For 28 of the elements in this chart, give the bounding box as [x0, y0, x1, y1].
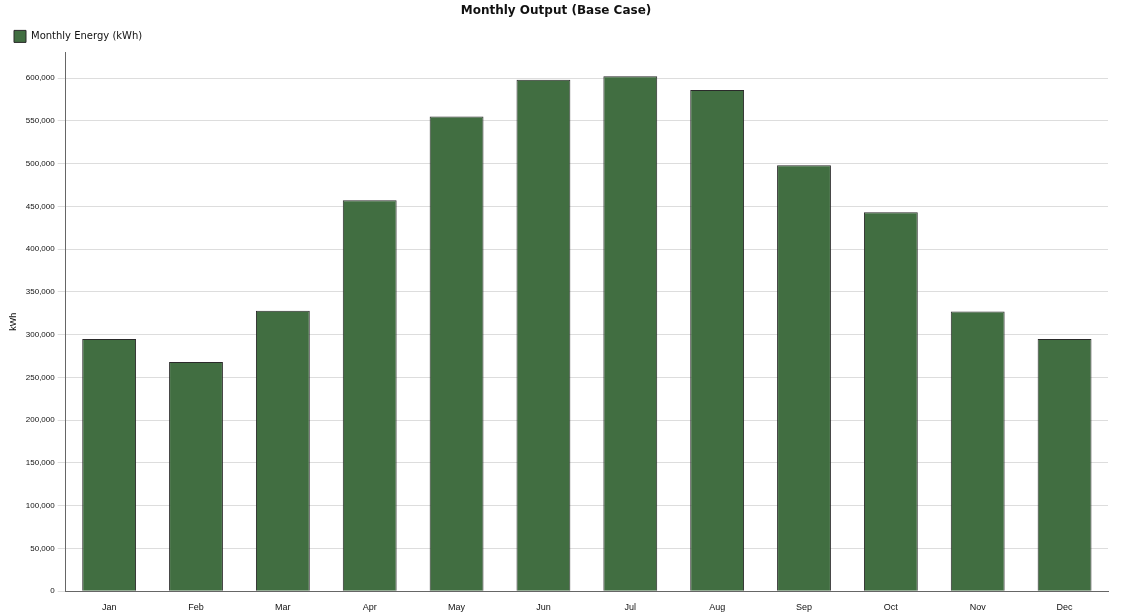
y-tick-label: 350,000	[25, 287, 56, 297]
y-tick-label: 0	[50, 586, 56, 596]
y-tick-label: 600,000	[25, 73, 56, 83]
y-tick-label: 150,000	[25, 458, 56, 468]
y-tick-label: 100,000	[25, 500, 56, 510]
x-tick-label: May	[448, 602, 466, 613]
x-tick-label: Jul	[624, 602, 637, 613]
x-tick-label: Apr	[362, 602, 377, 613]
y-tick-label: 200,000	[25, 415, 56, 425]
y-tick-label: 450,000	[25, 201, 56, 211]
x-tick-label: Dec	[1056, 602, 1074, 613]
x-tick-label: Jun	[536, 602, 551, 613]
y-tick-label: 500,000	[25, 158, 56, 168]
x-tick-label: Sep	[795, 602, 813, 613]
legend-label: Monthly Energy (kWh)	[31, 29, 143, 41]
x-tick-label: Aug	[709, 602, 726, 613]
x-tick-label: Nov	[969, 602, 987, 613]
y-tick-label: 550,000	[25, 116, 56, 126]
y-tick-label: 300,000	[25, 329, 56, 339]
y-axis-title: kWh	[7, 312, 18, 331]
x-tick-label: Feb	[188, 602, 204, 613]
y-tick-label: 400,000	[25, 244, 56, 254]
x-tick-label: Oct	[883, 602, 899, 613]
x-tick-label: Jan	[101, 602, 117, 613]
y-tick-label: 250,000	[25, 372, 56, 382]
chart-title: Monthly Output (Base Case)	[460, 3, 652, 18]
y-tick-label: 50,000	[30, 543, 56, 553]
x-tick-label: Mar	[275, 602, 291, 613]
